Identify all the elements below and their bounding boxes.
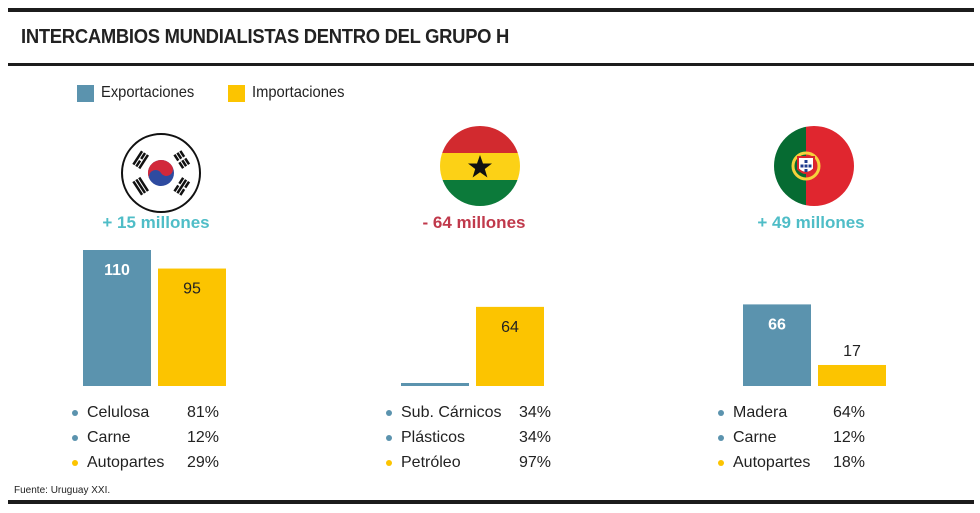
legend-label-imports: Importaciones xyxy=(252,84,345,101)
product-row: Carne 12% xyxy=(718,425,883,450)
legend-label-exports: Exportaciones xyxy=(101,84,195,101)
bar-exports-0 xyxy=(83,250,151,386)
bullet-icon xyxy=(72,409,78,416)
balance-ghana: - 64 millones xyxy=(422,213,526,232)
product-name: Sub. Cárnicos xyxy=(401,403,502,421)
product-row: Petróleo 97% xyxy=(386,450,569,475)
legend-item-imports: Importaciones xyxy=(228,84,353,102)
product-name: Autopartes xyxy=(87,453,165,471)
source-note: Fuente: Uruguay XXI. xyxy=(14,485,111,496)
legend-item-exports: Exportaciones xyxy=(77,84,202,102)
balance-south-korea: + 15 millones xyxy=(102,213,210,232)
product-share: 29% xyxy=(187,453,220,471)
bullet-icon xyxy=(386,459,392,466)
product-share: 12% xyxy=(187,428,220,446)
product-row: Autopartes 29% xyxy=(72,450,237,475)
product-row: Carne 12% xyxy=(72,425,237,450)
bullet-icon xyxy=(386,434,392,441)
products-south-korea: Celulosa 81% Carne 12% Autopartes 29% xyxy=(72,400,237,475)
top-rule xyxy=(8,8,974,12)
product-name: Celulosa xyxy=(87,403,150,421)
product-name: Autopartes xyxy=(733,453,811,471)
product-row: Celulosa 81% xyxy=(72,400,237,425)
product-share: 64% xyxy=(833,403,866,421)
product-row: Sub. Cárnicos 34% xyxy=(386,400,569,425)
chart-title: INTERCAMBIOS MUNDIALISTAS DENTRO DEL GRU… xyxy=(21,26,510,48)
product-share: 81% xyxy=(187,403,220,421)
product-row: Madera 64% xyxy=(718,400,883,425)
product-name: Carne xyxy=(733,428,777,446)
legend-swatch-exports xyxy=(77,84,94,102)
bar-label-imports-1: 64 xyxy=(501,319,519,336)
product-name: Plásticos xyxy=(401,428,466,446)
bullet-icon xyxy=(718,459,724,466)
header-rule xyxy=(8,63,974,66)
bullet-icon xyxy=(386,409,392,416)
bullet-icon xyxy=(72,459,78,466)
product-row: Plásticos 34% xyxy=(386,425,569,450)
bullet-icon xyxy=(718,409,724,416)
bullet-icon xyxy=(718,434,724,441)
bar-imports-1 xyxy=(476,306,544,386)
south-korea-flag-icon xyxy=(121,133,201,213)
product-share: 97% xyxy=(519,453,552,471)
bullet-icon xyxy=(72,434,78,441)
bar-label-exports-0: 110 xyxy=(104,262,130,279)
products-portugal: Madera 64% Carne 12% Autopartes 18% xyxy=(718,400,883,475)
product-share: 18% xyxy=(833,453,866,471)
product-name: Petróleo xyxy=(401,453,461,471)
products-ghana: Sub. Cárnicos 34% Plásticos 34% Petróleo 97… xyxy=(386,400,569,475)
product-name: Madera xyxy=(733,403,788,421)
legend: Exportaciones Importaciones xyxy=(77,84,379,102)
product-name: Carne xyxy=(87,428,131,446)
product-share: 12% xyxy=(833,428,866,446)
bar-label-imports-0: 95 xyxy=(183,281,201,298)
balance-portugal: + 49 millones xyxy=(757,213,865,232)
product-share: 34% xyxy=(519,403,552,421)
bar-imports-2 xyxy=(818,364,886,386)
bar-label-exports-2: 66 xyxy=(768,316,786,333)
bar-exports-1 xyxy=(401,383,469,386)
product-row: Autopartes 18% xyxy=(718,450,883,475)
bar-exports-2 xyxy=(743,304,811,386)
product-share: 34% xyxy=(519,428,552,446)
legend-swatch-imports xyxy=(228,84,246,102)
portugal-flag-icon xyxy=(774,126,854,206)
ghana-flag-icon xyxy=(440,126,520,206)
bar-label-imports-2: 17 xyxy=(843,343,861,360)
bottom-rule xyxy=(8,500,974,504)
bar-imports-0 xyxy=(158,268,226,386)
